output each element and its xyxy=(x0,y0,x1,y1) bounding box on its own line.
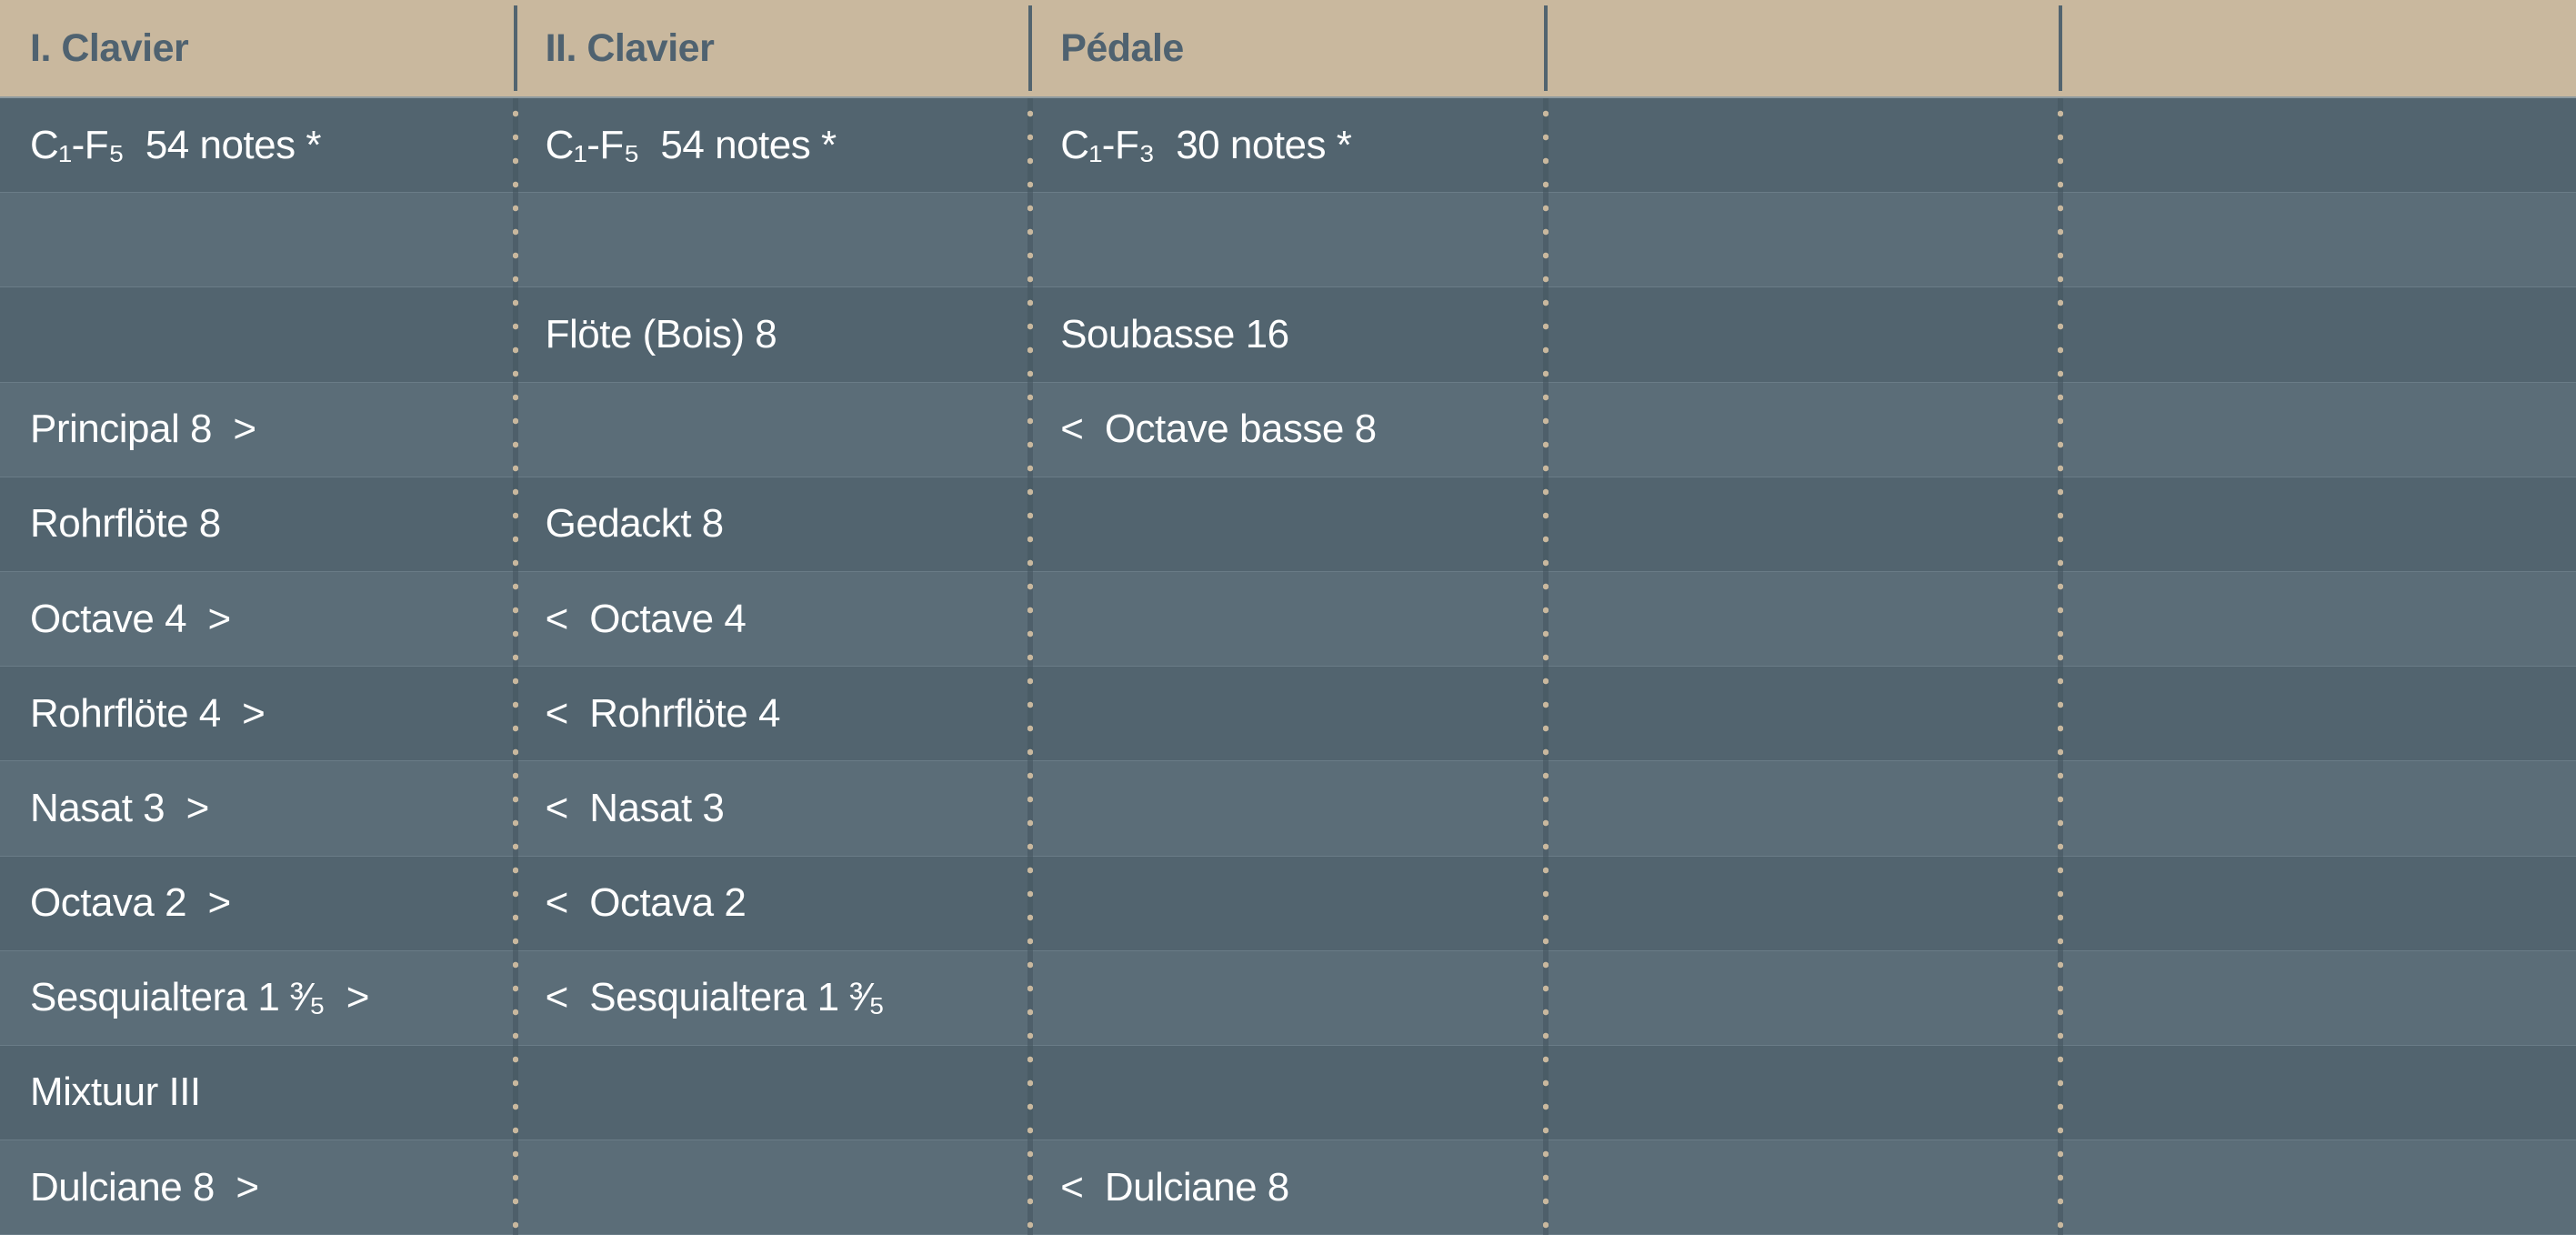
table-row: Nasat 3 > < Nasat 3 xyxy=(0,761,2576,857)
table-cell xyxy=(1546,951,2061,1045)
table-cell: Dulciane 8 > xyxy=(30,1164,259,1210)
table-cell: Octava 2 > xyxy=(30,880,231,926)
table-row: Rohrflöte 4 > < Rohrflöte 4 xyxy=(0,667,2576,762)
table-cell xyxy=(1030,761,1546,855)
table-cell: Soubasse 16 xyxy=(1060,311,1289,356)
table-cell xyxy=(516,1046,1031,1140)
table-cell xyxy=(2060,667,2576,760)
table-cell xyxy=(2060,98,2576,192)
table-cell xyxy=(2060,1140,2576,1234)
table-cell: Octave 4 > xyxy=(30,596,231,641)
table-cell xyxy=(2060,1046,2576,1140)
table-cell xyxy=(1546,761,2061,855)
table-body: C₁-F₅ 54 notes * C₁-F₅ 54 notes * C₁-F₃ 30… xyxy=(0,98,2576,1235)
table-cell xyxy=(1546,572,2061,666)
table-cell xyxy=(1030,477,1546,571)
table-row: Principal 8 > < Octave basse 8 xyxy=(0,382,2576,477)
table-cell: < Nasat 3 xyxy=(545,785,725,830)
table-cell: Rohrflöte 8 xyxy=(30,501,221,547)
table-row: Octava 2 > < Octava 2 xyxy=(0,856,2576,951)
table-cell: < Octave basse 8 xyxy=(1060,407,1377,452)
table-row: C₁-F₅ 54 notes * C₁-F₅ 54 notes * C₁-F₃ 30… xyxy=(0,98,2576,194)
table-cell xyxy=(2060,477,2576,571)
table-row: Rohrflöte 8 Gedackt 8 xyxy=(0,477,2576,572)
table-row xyxy=(0,193,2576,288)
table-cell xyxy=(0,193,516,286)
table-cell: < Octave 4 xyxy=(545,596,747,641)
table-cell xyxy=(2060,383,2576,477)
table-cell: Flöte (Bois) 8 xyxy=(545,311,777,356)
table-row: Mixtuur III xyxy=(0,1045,2576,1141)
table-cell xyxy=(1030,1046,1546,1140)
table-cell xyxy=(1546,287,2061,381)
table-cell xyxy=(2060,951,2576,1045)
column-separator xyxy=(512,98,518,1235)
table-cell xyxy=(1030,857,1546,950)
table-cell xyxy=(1546,98,2061,192)
table-cell xyxy=(1030,572,1546,666)
table-cell xyxy=(1030,193,1546,286)
table-cell xyxy=(2060,761,2576,855)
table-cell xyxy=(1546,383,2061,477)
table-cell xyxy=(1030,667,1546,760)
table-row: Octave 4 > < Octave 4 xyxy=(0,571,2576,668)
table-cell: Gedackt 8 xyxy=(545,501,725,547)
table-cell xyxy=(516,1140,1031,1234)
table-cell xyxy=(1546,1046,2061,1140)
table-cell xyxy=(2060,572,2576,666)
column-header: II. Clavier xyxy=(513,0,1031,96)
column-separator xyxy=(1027,98,1034,1235)
table-cell: < Rohrflöte 4 xyxy=(545,690,781,736)
table-row: Dulciane 8 > < Dulciane 8 xyxy=(0,1140,2576,1235)
table-cell: Mixtuur III xyxy=(30,1069,201,1115)
table-cell xyxy=(1546,477,2061,571)
table-cell xyxy=(1546,193,2061,286)
table-cell: C₁-F₃ 30 notes * xyxy=(1060,122,1352,167)
table-row: Flöte (Bois) 8 Soubasse 16 xyxy=(0,287,2576,383)
table-cell: Rohrflöte 4 > xyxy=(30,690,266,736)
table-cell xyxy=(1030,951,1546,1045)
column-header: I. Clavier xyxy=(30,25,189,70)
table-cell xyxy=(2060,287,2576,381)
column-header xyxy=(2059,0,2576,96)
column-separator xyxy=(2058,98,2064,1235)
table-cell xyxy=(2060,193,2576,286)
table-cell xyxy=(516,193,1031,286)
column-header xyxy=(1543,0,2061,96)
table-cell: C₁-F₅ 54 notes * xyxy=(545,122,837,167)
table-cell: < Sesquialtera 1 ³⁄₅ xyxy=(545,975,885,1020)
table-cell: Nasat 3 > xyxy=(30,785,209,830)
table-cell: C₁-F₅ 54 notes * xyxy=(30,122,321,167)
table-cell: < Dulciane 8 xyxy=(1060,1164,1289,1210)
table-cell xyxy=(1546,857,2061,950)
column-separator xyxy=(1542,98,1549,1235)
table-cell xyxy=(2060,857,2576,950)
table-cell xyxy=(516,383,1031,477)
table-cell: Principal 8 > xyxy=(30,407,256,452)
table-cell xyxy=(1546,667,2061,760)
table-row: Sesquialtera 1 ³⁄₅ > < Sesquialtera 1 ³⁄₅ xyxy=(0,950,2576,1046)
table-header: I. Clavier II. Clavier Pédale xyxy=(0,0,2576,98)
table-cell: Sesquialtera 1 ³⁄₅ > xyxy=(30,975,369,1020)
table-cell: < Octava 2 xyxy=(545,880,747,926)
column-header: Pédale xyxy=(1028,0,1546,96)
table-cell xyxy=(0,287,516,381)
table-cell xyxy=(1546,1140,2061,1234)
